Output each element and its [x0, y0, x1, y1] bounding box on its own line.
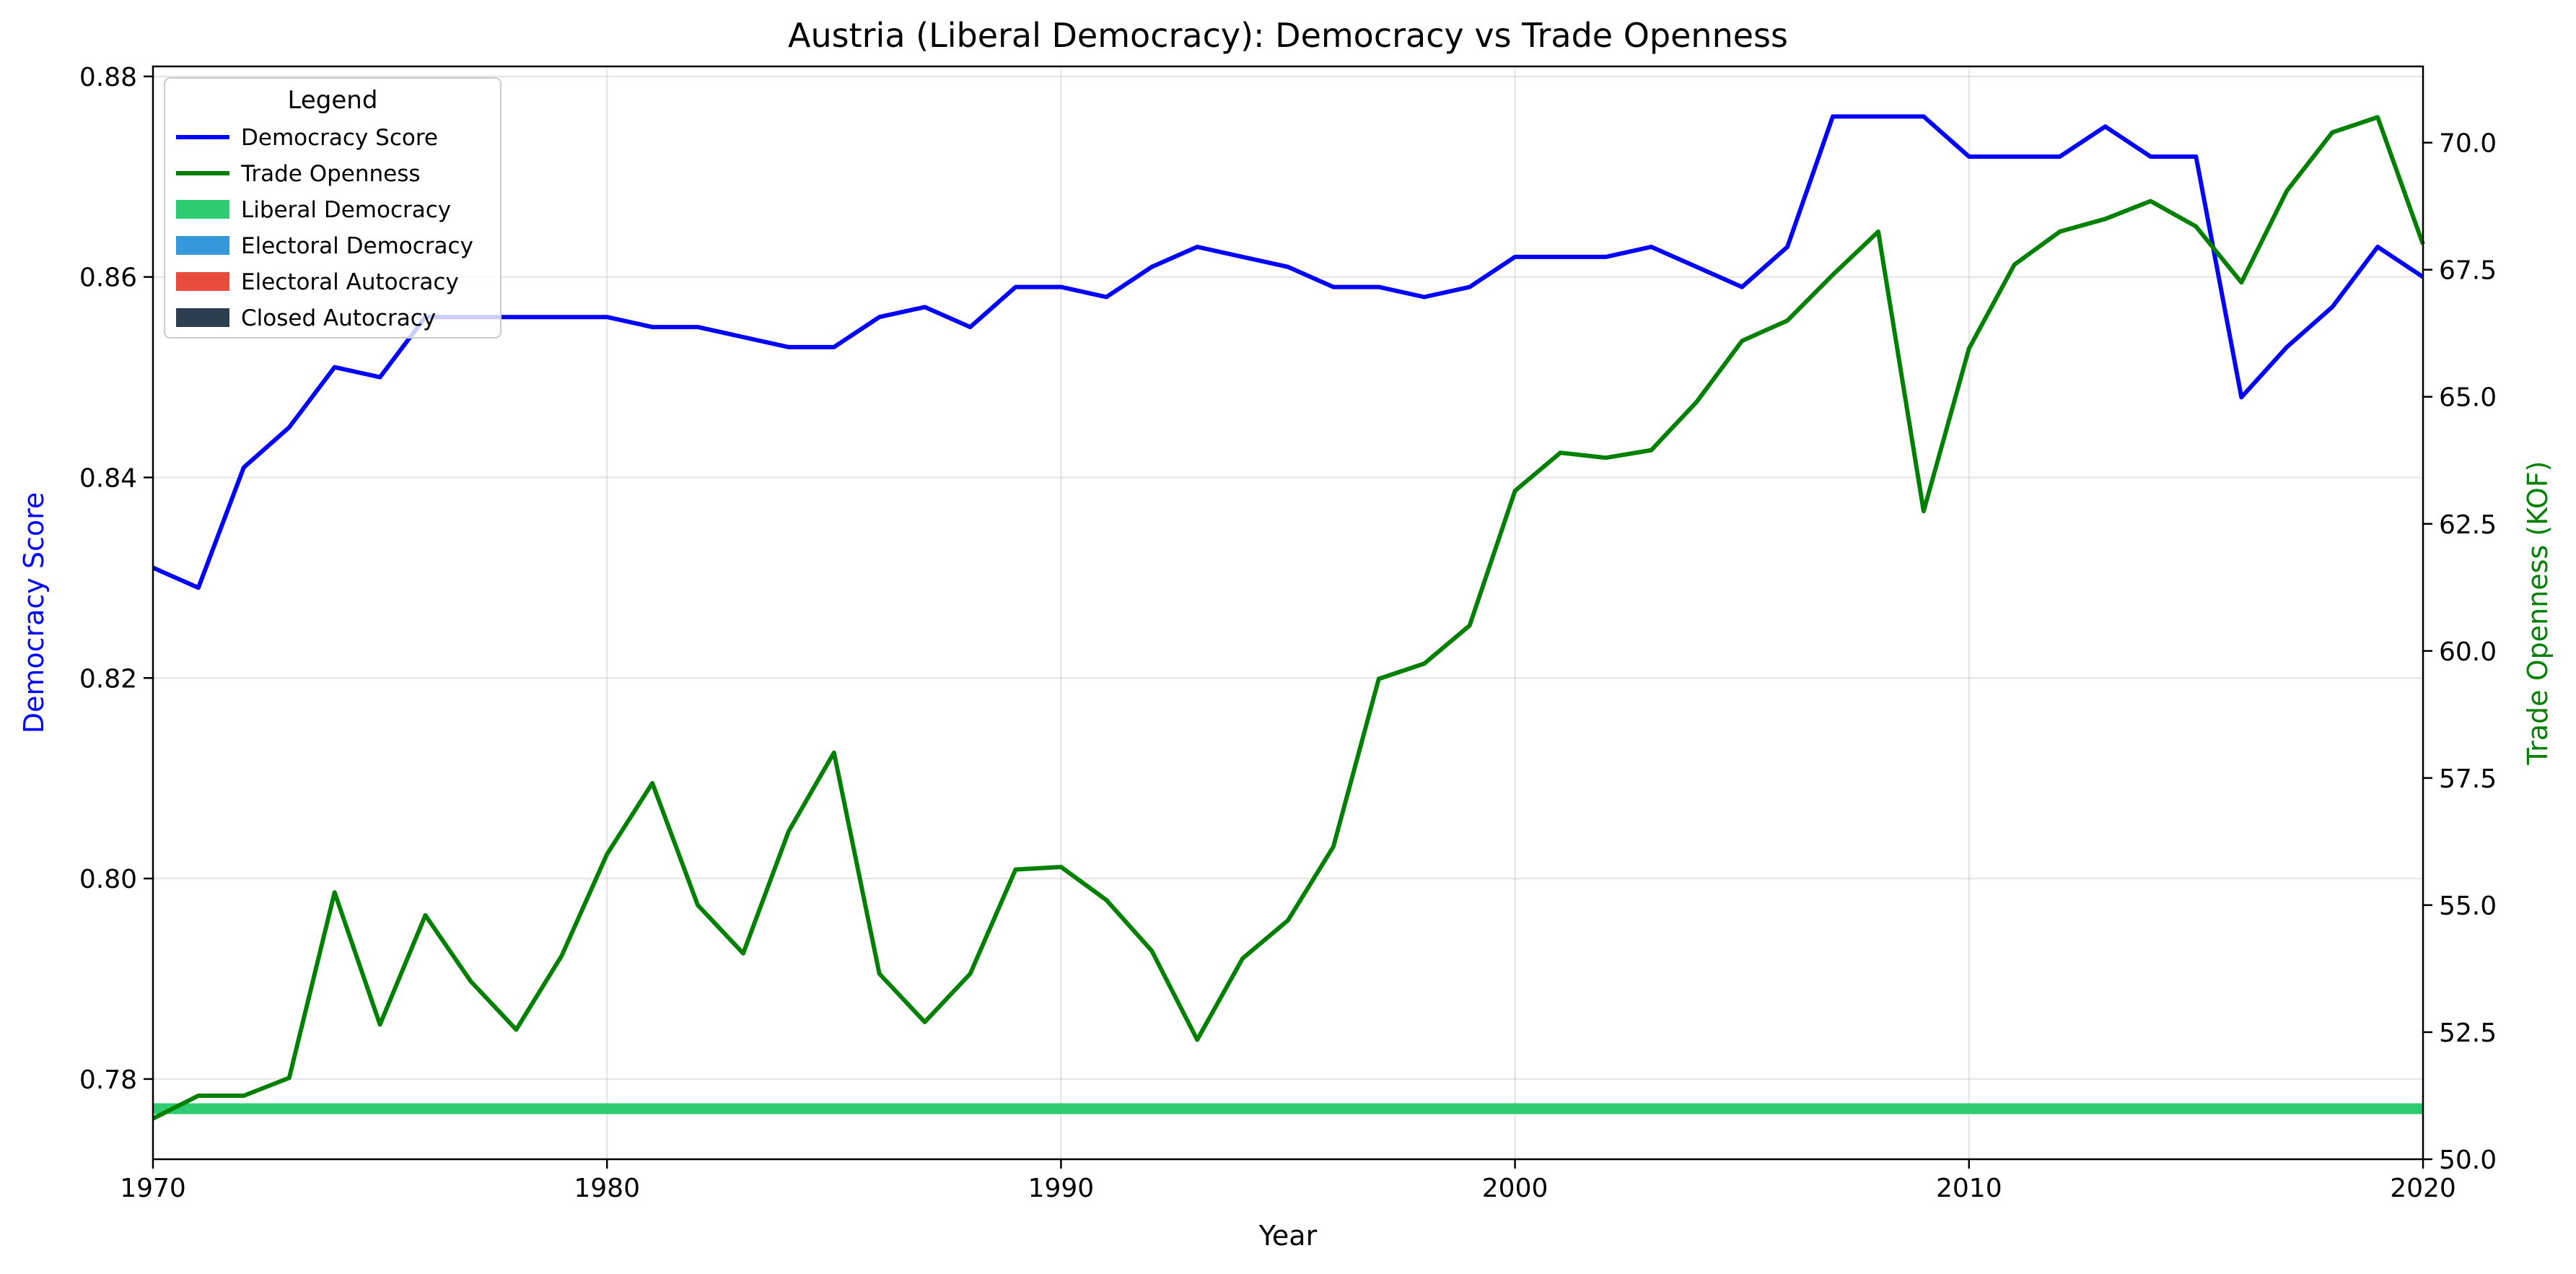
series-line-trade-openness — [152, 115, 2425, 1121]
y-right-tick-label: 50.0 — [2439, 1146, 2497, 1175]
legend-title: Legend — [288, 86, 378, 115]
y-right-tick-label: 70.0 — [2439, 129, 2497, 159]
legend-label-trade-openness: Trade Openness — [240, 161, 421, 187]
legend-swatch-electoral-democracy — [176, 236, 229, 255]
y-right-tick-label: 65.0 — [2439, 383, 2497, 413]
y-right-tick-label: 67.5 — [2439, 256, 2497, 286]
y-left-tick-label: 0.86 — [79, 263, 137, 293]
y-left-tick-label: 0.80 — [79, 865, 137, 894]
legend-swatch-liberal-democracy — [176, 200, 229, 219]
y-right-tick-label: 60.0 — [2439, 637, 2497, 667]
series-line-democracy-score — [152, 114, 2424, 590]
legend-label-liberal-democracy: Liberal Democracy — [241, 197, 451, 223]
y-right-tick-label: 62.5 — [2439, 510, 2497, 540]
series-layer — [152, 114, 2425, 1121]
x-axis-title: Year — [1258, 1220, 1318, 1252]
legend-box — [164, 77, 501, 339]
y-left-tick-label: 0.82 — [79, 664, 137, 694]
y-left-tick-label: 0.78 — [79, 1065, 137, 1095]
plot-frame — [152, 65, 2424, 1161]
y-right-tick-label: 57.5 — [2439, 764, 2497, 794]
x-tick-label: 2020 — [2390, 1174, 2456, 1203]
x-tick-label: 2000 — [1482, 1174, 1548, 1203]
legend-swatch-closed-autocracy — [176, 308, 229, 327]
legend-label-electoral-autocracy: Electoral Autocracy — [241, 269, 459, 295]
x-tick-label: 2010 — [1936, 1174, 2002, 1203]
legend-swatch-electoral-autocracy — [176, 272, 229, 291]
y-axis-right-title: Trade Openness (KOF) — [2522, 461, 2554, 765]
legend: Legend Democracy Score Trade Openness Liber… — [164, 77, 501, 339]
legend-label-democracy-score: Democracy Score — [241, 125, 438, 151]
y-left-tick-label: 0.88 — [79, 63, 137, 92]
y-right-tick-label: 52.5 — [2439, 1018, 2497, 1048]
x-tick-label: 1970 — [120, 1174, 186, 1203]
grid — [152, 66, 2424, 1159]
legend-label-closed-autocracy: Closed Autocracy — [241, 305, 436, 331]
legend-label-electoral-democracy: Electoral Democracy — [241, 233, 473, 259]
y-axis-left-title: Democracy Score — [18, 492, 50, 734]
y-left-tick-label: 0.84 — [79, 463, 137, 493]
x-tick-label: 1990 — [1028, 1174, 1095, 1203]
chart-title: Austria (Liberal Democracy): Democracy v… — [788, 16, 1788, 55]
x-tick-label: 1980 — [574, 1174, 640, 1203]
y-right-tick-label: 55.0 — [2439, 891, 2497, 921]
axes: 1970 1980 1990 2000 2010 2020 0.78 0.80 0.82 0.84… — [79, 63, 2497, 1203]
